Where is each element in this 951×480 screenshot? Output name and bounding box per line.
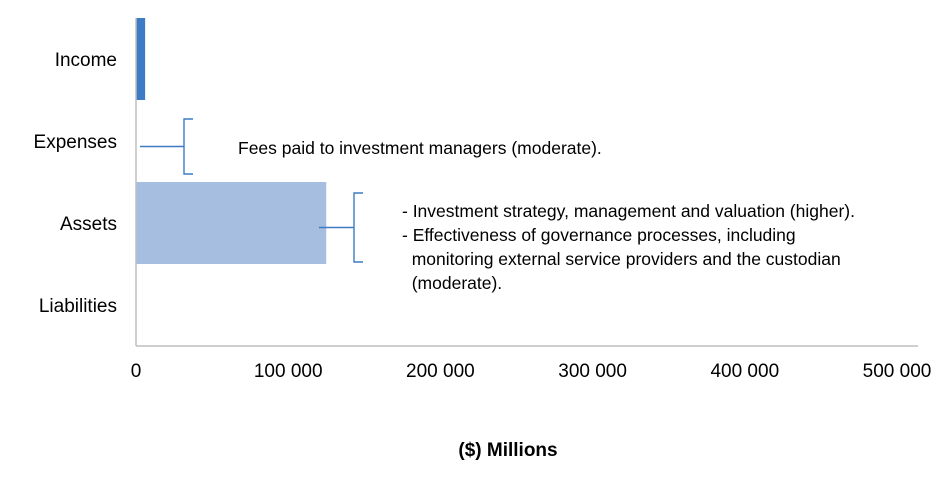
annotation-line-expenses: Fees paid to investment managers (modera… <box>238 138 602 158</box>
bar-income <box>136 18 146 100</box>
bracket-assets <box>319 192 363 263</box>
category-label-expenses: Expenses <box>34 132 117 153</box>
annotation-notes: Fees paid to investment managers (modera… <box>238 138 855 293</box>
category-label-assets: Assets <box>60 214 117 235</box>
x-axis-title: ($) Millions <box>458 440 557 461</box>
x-tick-label: 400 000 <box>710 361 779 382</box>
category-label-income: Income <box>55 50 117 71</box>
bar-assets <box>136 182 327 264</box>
x-tick-label: 200 000 <box>406 361 475 382</box>
bars-group <box>136 18 327 264</box>
category-labels: Income Expenses Assets Liabilities <box>34 50 117 317</box>
annotation-line-assets: monitoring external service providers an… <box>402 249 841 269</box>
x-tick-label: 300 000 <box>558 361 627 382</box>
x-tick-label: 100 000 <box>254 361 323 382</box>
annotation-line-assets: - Investment strategy, management and va… <box>402 201 855 221</box>
annotation-line-assets: - Effectiveness of governance processes,… <box>402 225 796 245</box>
bracket-expenses <box>140 118 193 175</box>
annotation-brackets <box>140 118 363 263</box>
x-tick-labels: 0 100 000 200 000 300 000 400 000 500 000 <box>131 361 932 382</box>
category-label-liabilities: Liabilities <box>39 296 117 317</box>
x-tick-label: 0 <box>131 361 142 382</box>
x-tick-label: 500 000 <box>863 361 932 382</box>
annotation-line-assets: (moderate). <box>402 273 502 293</box>
